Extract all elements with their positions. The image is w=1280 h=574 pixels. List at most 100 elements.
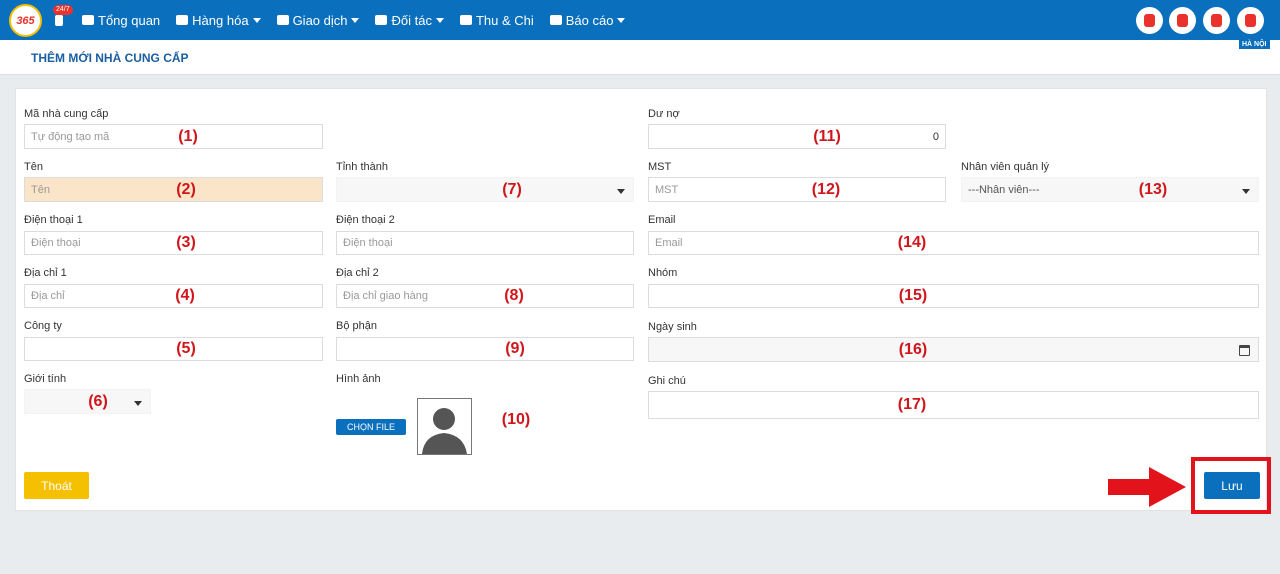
field-label: Ngày sinh [648,321,697,333]
nav-icon-button[interactable] [1136,7,1163,34]
placeholder: Email [655,237,683,249]
hotline-badge: 24/7 [53,5,73,15]
placeholder: Địa chỉ [31,290,65,302]
annotation: (12) [811,180,841,198]
select-box[interactable]: ---Nhân viên--- [961,177,1259,202]
nav-icon-button[interactable] [1237,7,1264,34]
placeholder: ---Nhân viên--- [968,183,1040,196]
logo[interactable]: 365 [9,4,42,37]
text-input[interactable]: Địa chỉ [24,284,323,308]
annotation: (2) [176,180,196,198]
menu-label: Giao dịch [292,12,348,28]
red-arrow-shaft [1108,479,1150,495]
text-input[interactable] [648,284,1259,308]
menu-item[interactable]: Đối tác [375,12,444,28]
text-input[interactable] [648,391,1259,419]
nav-bar: 365 24/7 Tổng quan Hàng hóa Giao dịch Đối tác… [0,0,1280,40]
annotation: (14) [897,234,927,251]
dropdown-arrow [617,188,625,194]
field-label: Tỉnh thành [336,161,388,173]
placeholder: Điện thoại [343,237,393,249]
field-label: Tên [24,161,43,173]
select-box[interactable] [336,177,634,202]
field-label: Nhóm [648,267,678,279]
field-label: Dư nợ [648,108,680,120]
menu-icon [549,15,562,25]
menu-icon [176,15,189,25]
save-button[interactable]: Lưu [1204,472,1260,499]
caret [252,17,261,23]
avatar-preview [417,398,472,455]
field-label: Nhân viên quản lý [961,161,1050,173]
field-label: Mã nhà cung cấp [24,108,109,120]
menu-item[interactable]: Giao dịch [276,12,360,28]
select-box[interactable] [24,389,151,414]
text-input[interactable] [24,337,323,361]
text-input[interactable]: Địa chỉ giao hàng [336,284,634,308]
text-input[interactable] [648,337,1259,362]
annotation: (15) [898,287,928,304]
page-title: THÊM MỚI NHÀ CUNG CẤP [31,51,189,65]
nav-icon-button[interactable] [1169,7,1196,34]
exit-button[interactable]: Thoát [24,472,89,499]
menu-item[interactable]: Thu & Chi [459,12,534,28]
menu-icon [276,15,289,25]
placeholder: Tự động tạo mã [31,130,110,143]
text-input[interactable]: Điện thoại [336,231,634,255]
choose-file-button[interactable]: CHỌN FILE [336,419,406,435]
text-input[interactable]: 0 [648,124,946,149]
text-input[interactable]: MST [648,177,946,202]
sub-header: THÊM MỚI NHÀ CUNG CẤP HÀ NỘI [0,40,1280,75]
field-label: Email [648,214,676,226]
field-label: MST [648,161,672,173]
menu-label: Thu & Chi [475,12,534,28]
menu-icon [82,15,94,25]
field-label: Giới tính [24,373,67,385]
text-input[interactable]: Tự động tạo mã [24,124,323,149]
menu-icon [459,15,472,25]
annotation: (8) [504,287,524,304]
region-badge: HÀ NỘI [1239,40,1270,49]
nav-icon-button[interactable] [1203,7,1230,34]
field-label: Điện thoại 2 [336,214,395,226]
menu-item[interactable]: Hàng hóa [176,13,261,28]
text-input[interactable]: Tên [24,177,323,202]
avatar-icon [422,408,467,454]
menu-label: Đối tác [391,12,432,28]
placeholder: Điện thoại [31,237,81,249]
red-arrow-head [1149,467,1186,507]
annotation: (3) [176,234,196,251]
form-card: Mã nhà cung cấp Tự động tạo mã (1) Tên Tên (2… [15,88,1267,511]
menu: Tổng quan Hàng hóa Giao dịch Đối tác Thu & C… [82,0,626,40]
placeholder: Tên [31,183,50,196]
text-input[interactable] [336,337,634,361]
dropdown-arrow [1242,188,1250,194]
annotation: (16) [898,340,928,358]
dropdown-arrow [134,400,142,406]
input-value: 0 [932,130,939,143]
field-label: Điện thoại 1 [24,214,83,226]
annotation: (11) [813,127,841,145]
field-label: Công ty [24,320,62,332]
placeholder: Địa chỉ giao hàng [343,290,429,302]
text-input[interactable]: Email [648,231,1259,255]
annotation: (5) [176,340,196,357]
annotation: (13) [1138,180,1168,198]
field-label: Địa chỉ 2 [336,267,379,279]
menu-item[interactable]: Báo cáo [549,12,626,28]
calendar-icon[interactable] [1239,345,1250,356]
caret [617,17,626,23]
annotation: (10) [501,411,531,428]
caret [351,17,360,23]
menu-item[interactable]: Tổng quan [82,13,160,28]
placeholder: MST [655,183,679,196]
menu-label: Báo cáo [565,12,614,28]
annotation: (6) [88,392,108,410]
field-label: Địa chỉ 1 [24,267,67,279]
annotation: (17) [897,396,927,413]
phone-icon[interactable] [55,15,63,26]
highlight-box [1191,457,1271,514]
text-input[interactable]: Điện thoại [24,231,323,255]
annotation: (1) [178,127,198,145]
